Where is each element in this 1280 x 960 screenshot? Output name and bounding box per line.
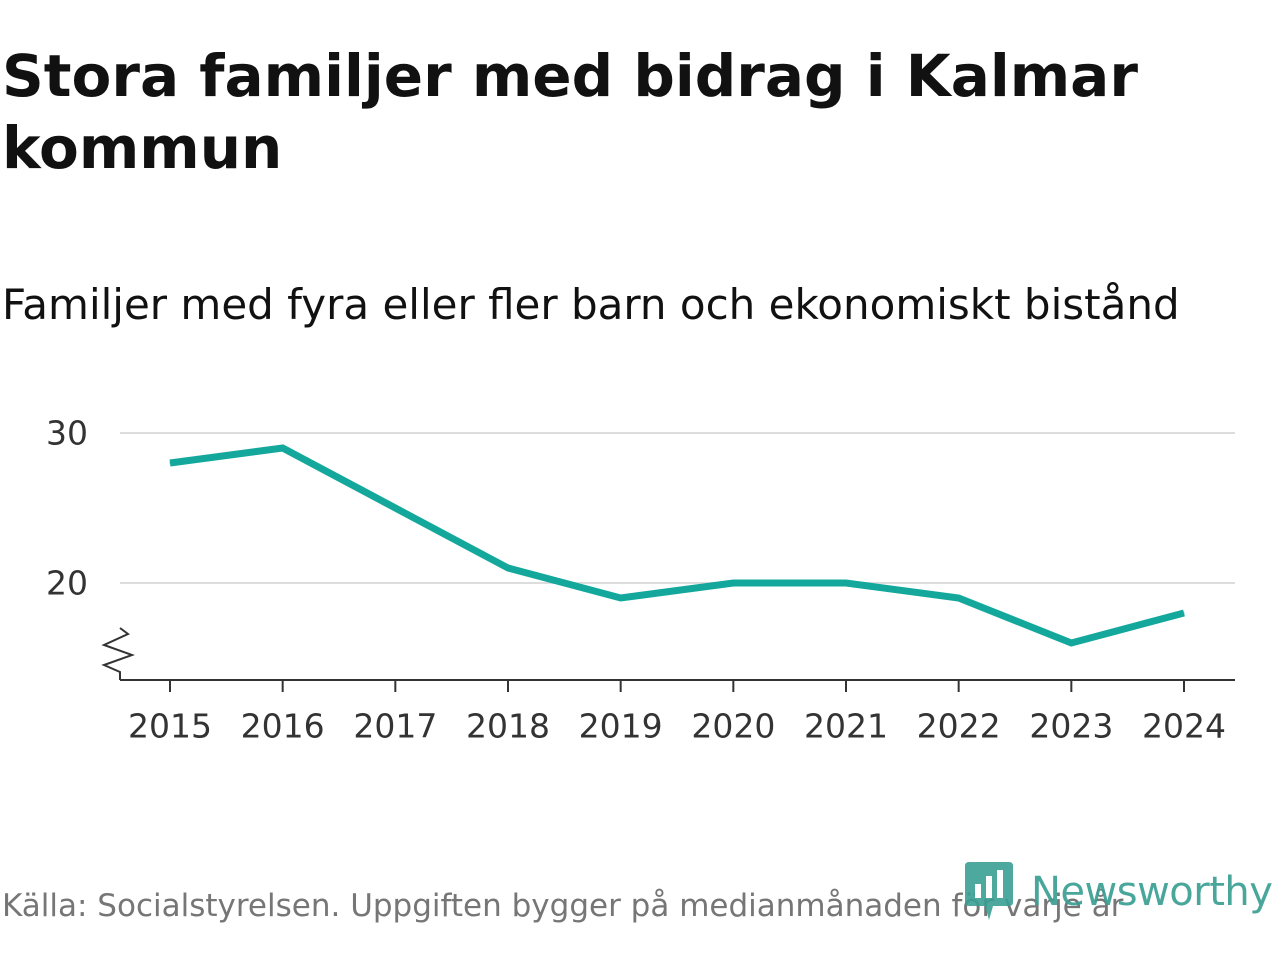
data-point-2023	[1070, 642, 1072, 644]
x-tick-label: 2021	[804, 707, 888, 746]
chart-title: Stora familjer med bidrag i Kalmar kommu…	[2, 42, 1138, 182]
x-tick-label: 2018	[466, 707, 550, 746]
data-point-2021	[845, 582, 847, 584]
data-point-2022	[958, 597, 960, 599]
brand-logo: Newsworthy	[963, 862, 1273, 922]
y-tick-label: 30	[46, 414, 88, 453]
line-chart: 20 30 2015 2016 2017 2018 2019 2020 2021 2022 2023…	[46, 414, 1235, 746]
brand-name: Newsworthy	[1031, 869, 1273, 915]
data-point-2016	[282, 447, 284, 449]
data-point-2020	[732, 582, 734, 584]
y-tick-label: 20	[46, 564, 88, 603]
x-tick-label: 2019	[579, 707, 663, 746]
newsworthy-logo-icon	[965, 862, 1013, 920]
x-tick-label: 2017	[353, 707, 437, 746]
x-tick-label: 2015	[128, 707, 212, 746]
y-axis-break-icon	[101, 627, 135, 680]
data-point-2024	[1183, 612, 1185, 614]
data-point-2018	[507, 567, 509, 569]
x-tick-label: 2016	[241, 707, 325, 746]
x-tick-label: 2022	[917, 707, 1001, 746]
x-tick-label: 2020	[691, 707, 775, 746]
x-tick-label: 2023	[1029, 707, 1113, 746]
x-tick-label: 2024	[1142, 707, 1226, 746]
chart-subtitle: Familjer med fyra eller fler barn och ek…	[2, 280, 1180, 329]
data-point-2019	[620, 597, 622, 599]
series-line	[169, 444, 1185, 647]
data-point-2017	[394, 507, 396, 509]
source-note: Källa: Socialstyrelsen. Uppgiften bygger…	[2, 888, 1124, 924]
data-point-2015	[169, 462, 171, 464]
